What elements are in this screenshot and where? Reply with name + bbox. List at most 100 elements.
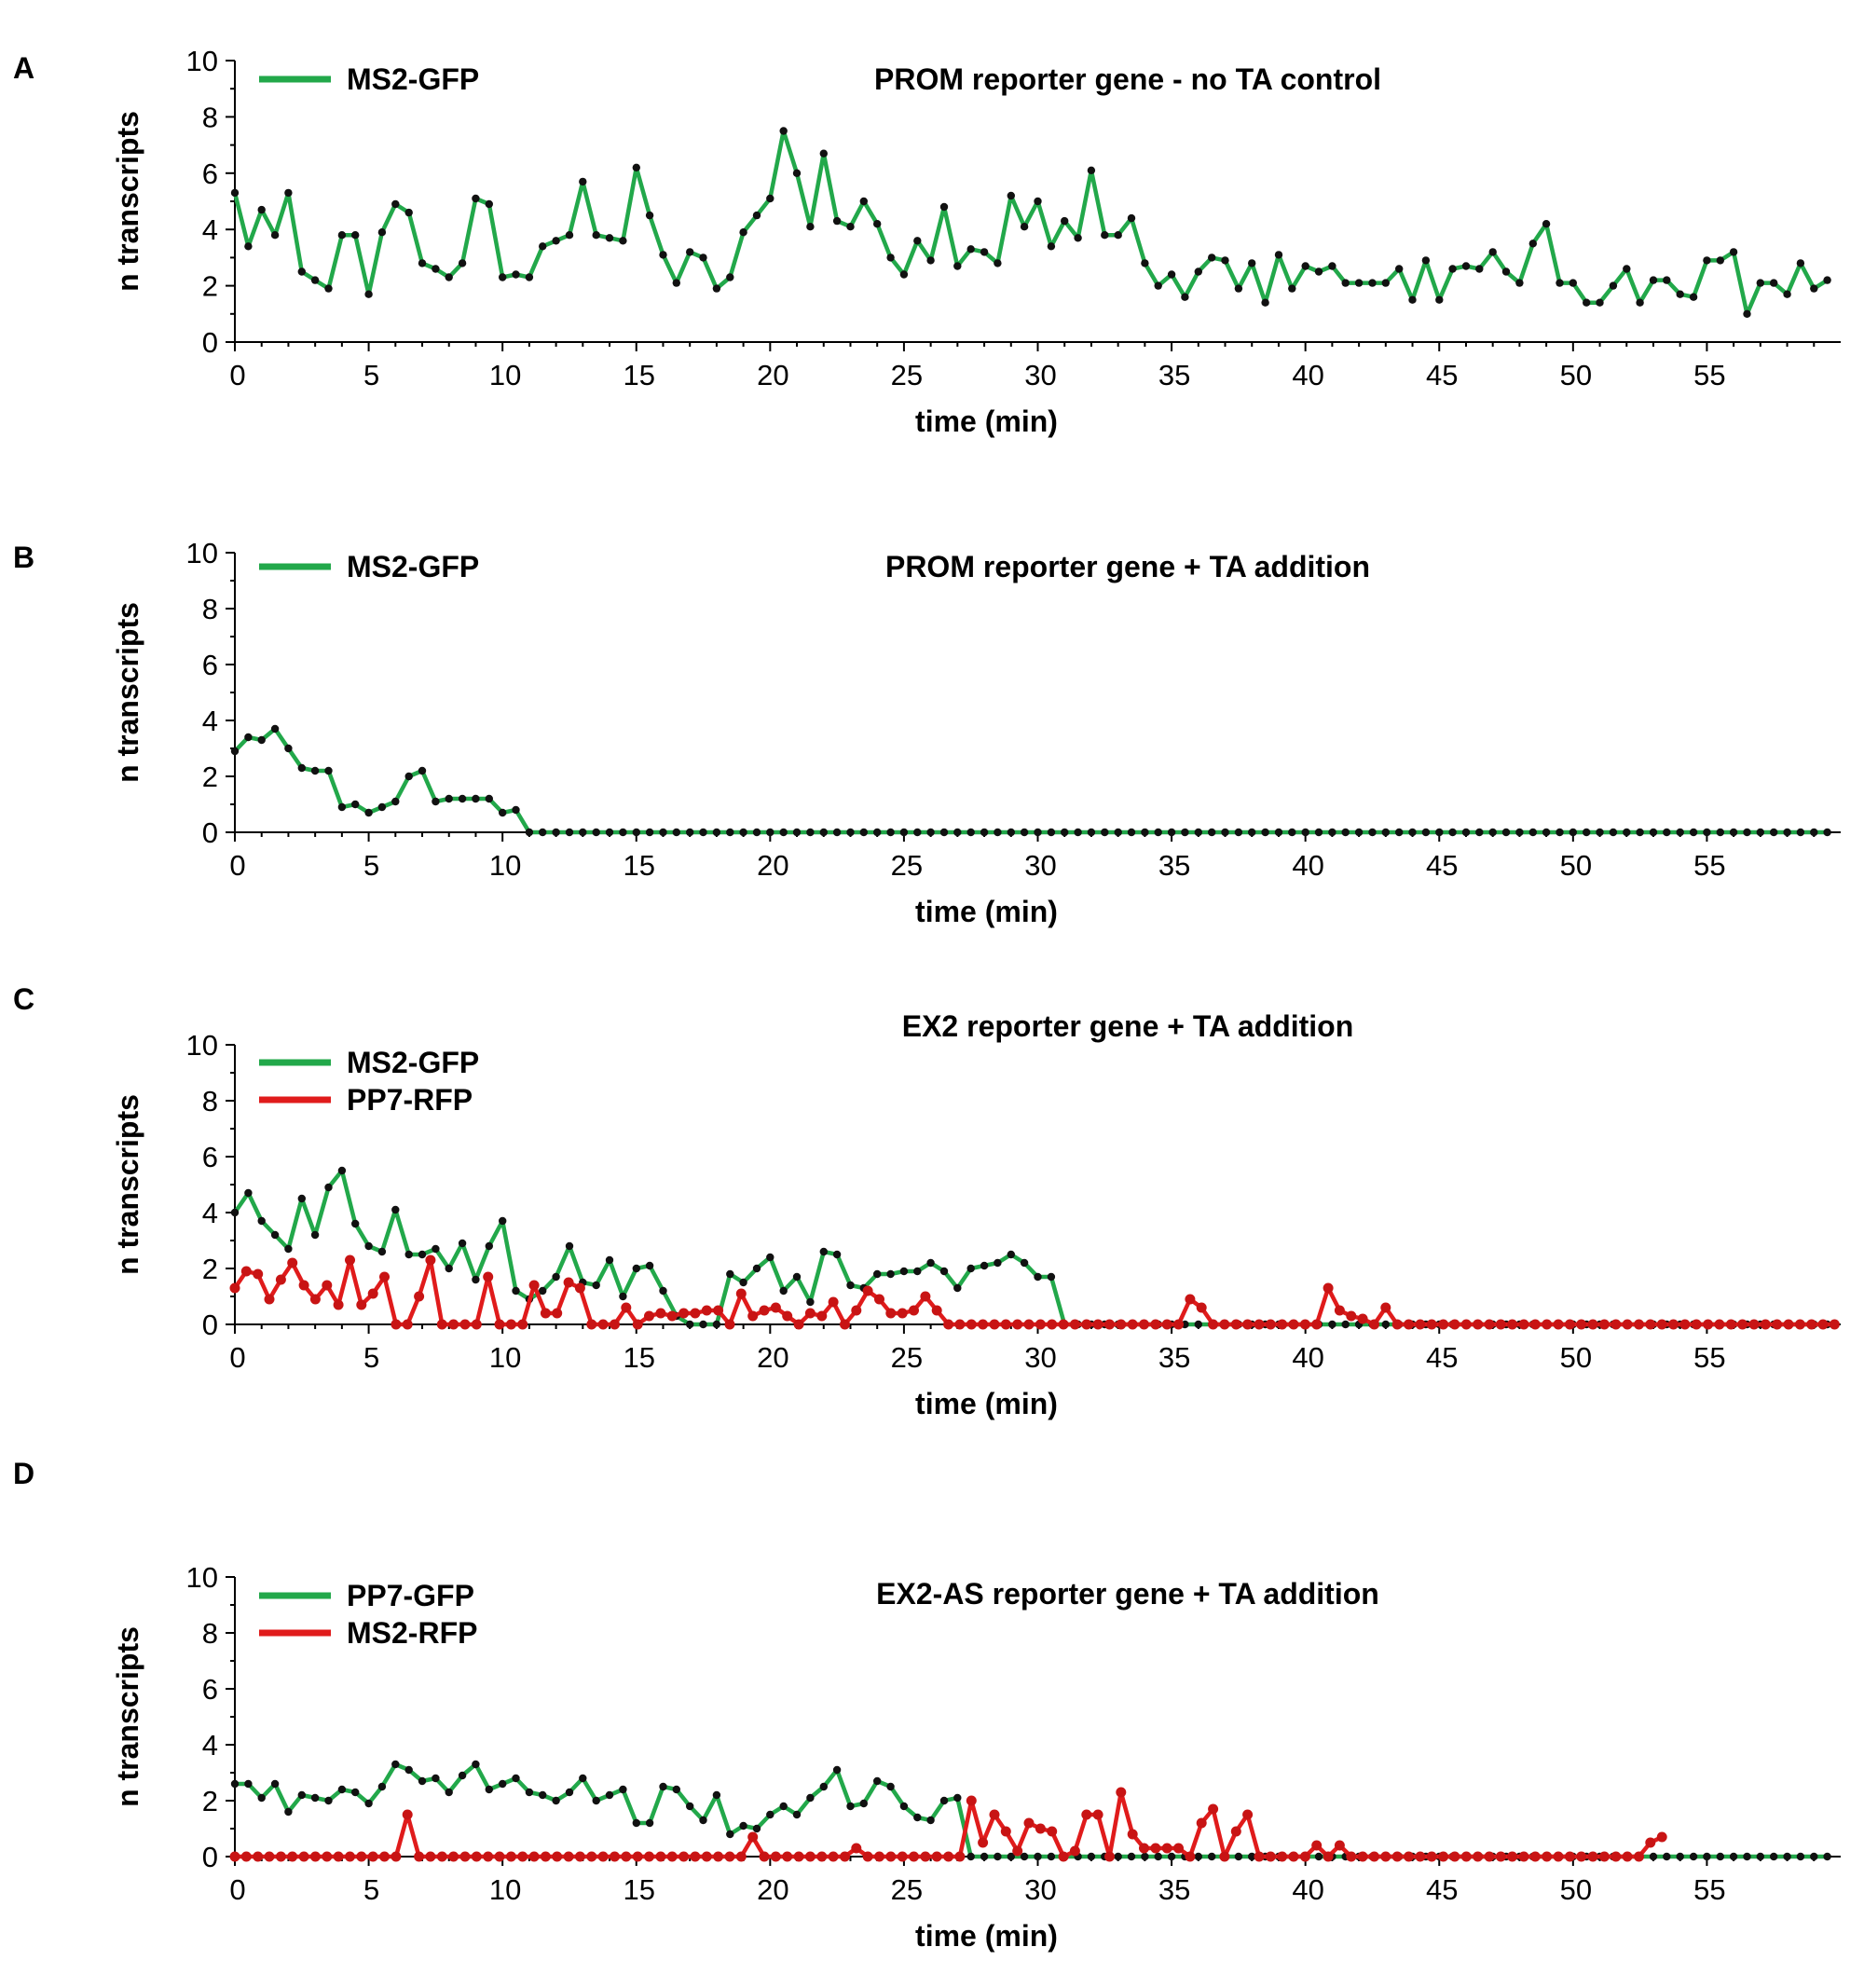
data-point [552,1272,560,1282]
x-axis-label: time (min) [915,404,1058,438]
data-point [1034,197,1042,206]
x-tick-label: 20 [757,359,788,391]
data-point [391,1851,402,1862]
data-point [1007,1852,1016,1861]
data-point [1426,1851,1437,1862]
data-point [1248,828,1256,837]
data-point [351,1219,360,1228]
data-point [1092,1809,1103,1820]
data-point [1569,828,1578,837]
panel-letter: D [13,1457,34,1490]
data-point [939,1796,949,1805]
data-point [275,1851,286,1862]
data-point [1369,1319,1379,1330]
data-point [994,1258,1002,1268]
data-point [1127,1319,1138,1330]
data-point [377,1782,387,1791]
data-point [1596,828,1604,837]
data-point [1208,1803,1219,1815]
data-point [1301,828,1309,837]
data-point [499,1216,507,1226]
data-point [1261,298,1269,307]
x-tick-label: 55 [1693,1341,1725,1374]
data-point [244,733,253,742]
x-tick-label: 15 [624,1873,655,1906]
data-point [1663,828,1671,837]
data-point [1334,1305,1345,1316]
data-point [1150,1319,1161,1330]
data-point [565,1241,574,1251]
data-point [1334,1840,1345,1851]
y-axis-label: n transcripts [111,602,144,783]
data-point [966,1264,975,1273]
data-point [1368,279,1377,287]
data-point [436,1319,447,1330]
data-point [1381,279,1391,287]
data-point [1154,1852,1162,1861]
data-point [1556,279,1564,287]
data-point [1796,828,1805,837]
data-point [1000,1319,1011,1330]
data-point [1473,1319,1484,1330]
data-point [322,1851,333,1862]
y-tick-label: 8 [202,101,218,133]
data-point [324,284,333,293]
data-point [1676,828,1684,837]
data-point [873,1776,882,1786]
series-ms2-rfp [229,1787,1667,1862]
data-point [1810,1852,1818,1861]
data-point [1495,1319,1506,1330]
data-point [1092,1319,1103,1330]
data-point [1012,1319,1023,1330]
data-point [913,828,922,837]
data-point [1656,1831,1667,1843]
data-point [499,273,507,281]
data-point [1743,828,1751,837]
data-point [739,828,747,837]
data-point [659,1286,667,1296]
data-point [1116,1319,1127,1330]
data-point [1047,242,1056,251]
data-point [747,1310,759,1322]
x-tick-label: 20 [757,1873,788,1906]
data-point [1676,1852,1684,1861]
data-point [1221,256,1229,265]
data-point [1141,1852,1149,1861]
series-pp7-rfp [229,1254,1840,1330]
data-point [1069,1319,1080,1330]
data-point [1507,1851,1518,1862]
data-point [1208,254,1216,262]
data-point [377,228,387,237]
x-tick-label: 45 [1426,359,1458,391]
x-tick-label: 10 [489,849,521,882]
data-point [1185,1294,1196,1305]
data-point [966,1795,977,1806]
data-point [1288,284,1296,293]
x-tick-label: 10 [489,359,521,391]
data-point [1663,1852,1671,1861]
y-tick-label: 0 [202,1309,218,1341]
chart-title: EX2-AS reporter gene + TA addition [876,1577,1379,1611]
data-point [472,1275,480,1284]
data-point [472,194,480,203]
y-tick-label: 6 [202,158,218,190]
data-point [966,245,975,254]
data-point [297,763,306,773]
x-tick-label: 55 [1693,359,1725,391]
data-point [806,223,815,231]
data-point [1689,828,1698,837]
data-point [851,1305,862,1316]
data-point [333,1851,344,1862]
data-point [686,1802,694,1811]
y-tick-label: 10 [186,1029,218,1062]
data-point [356,1299,367,1310]
data-point [1488,248,1497,256]
x-tick-label: 5 [363,849,379,882]
data-point [586,1319,597,1330]
data-point [1234,1852,1243,1861]
x-tick-label: 0 [229,849,245,882]
data-point [726,273,734,281]
data-point [806,828,815,837]
data-point [1475,265,1484,273]
y-tick-label: 4 [202,213,218,246]
